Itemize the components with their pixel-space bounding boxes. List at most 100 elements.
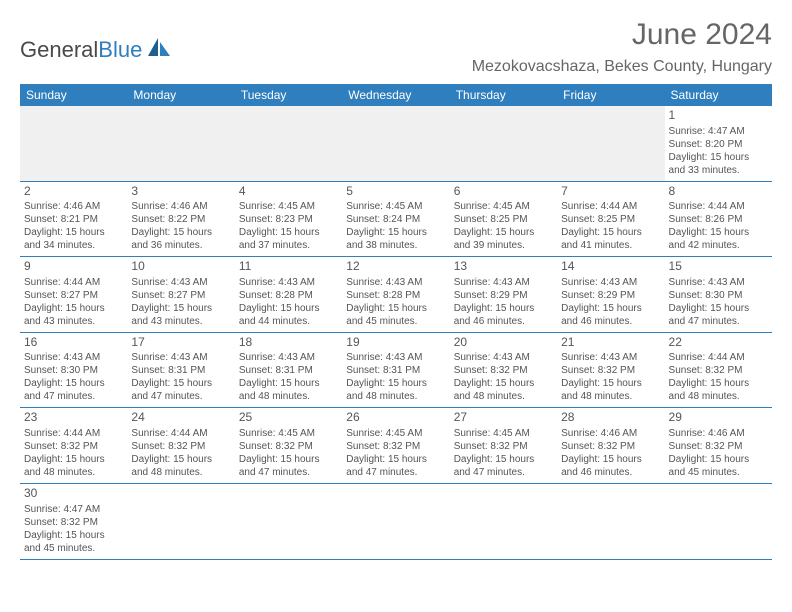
day-info-line: Sunset: 8:23 PM (239, 213, 338, 226)
day-cell: 14Sunrise: 4:43 AMSunset: 8:29 PMDayligh… (557, 257, 664, 332)
day-info-line: Sunset: 8:32 PM (24, 516, 123, 529)
day-cell: 6Sunrise: 4:45 AMSunset: 8:25 PMDaylight… (450, 182, 557, 257)
day-info-line: Sunrise: 4:46 AM (561, 427, 660, 440)
day-number: 8 (669, 184, 768, 200)
day-info-line: Sunset: 8:28 PM (346, 289, 445, 302)
day-info-line: Daylight: 15 hours (24, 453, 123, 466)
day-info-line: Sunset: 8:32 PM (669, 364, 768, 377)
day-cell: 1Sunrise: 4:47 AMSunset: 8:20 PMDaylight… (665, 106, 772, 181)
day-cell: 19Sunrise: 4:43 AMSunset: 8:31 PMDayligh… (342, 333, 449, 408)
day-info-line: Sunrise: 4:45 AM (239, 427, 338, 440)
day-cell: 16Sunrise: 4:43 AMSunset: 8:30 PMDayligh… (20, 333, 127, 408)
day-info-line: and 43 minutes. (24, 315, 123, 328)
day-cell (235, 106, 342, 181)
day-info-line: and 36 minutes. (131, 239, 230, 252)
day-info-line: and 41 minutes. (561, 239, 660, 252)
day-number: 5 (346, 184, 445, 200)
day-cell: 27Sunrise: 4:45 AMSunset: 8:32 PMDayligh… (450, 408, 557, 483)
day-info-line: Daylight: 15 hours (669, 302, 768, 315)
day-info-line: and 37 minutes. (239, 239, 338, 252)
day-cell: 22Sunrise: 4:44 AMSunset: 8:32 PMDayligh… (665, 333, 772, 408)
weekday-header: Sunday (20, 84, 127, 106)
day-info-line: Sunset: 8:29 PM (561, 289, 660, 302)
day-number: 30 (24, 486, 123, 502)
day-info-line: Daylight: 15 hours (239, 226, 338, 239)
day-cell: 10Sunrise: 4:43 AMSunset: 8:27 PMDayligh… (127, 257, 234, 332)
day-cell: 4Sunrise: 4:45 AMSunset: 8:23 PMDaylight… (235, 182, 342, 257)
day-info-line: Sunset: 8:32 PM (454, 364, 553, 377)
day-cell: 20Sunrise: 4:43 AMSunset: 8:32 PMDayligh… (450, 333, 557, 408)
day-info-line: Daylight: 15 hours (346, 377, 445, 390)
weeks-container: 1Sunrise: 4:47 AMSunset: 8:20 PMDaylight… (20, 106, 772, 560)
day-number: 12 (346, 259, 445, 275)
title-block: June 2024 Mezokovacshaza, Bekes County, … (472, 18, 772, 76)
day-cell: 8Sunrise: 4:44 AMSunset: 8:26 PMDaylight… (665, 182, 772, 257)
day-info-line: Sunset: 8:32 PM (346, 440, 445, 453)
week-row: 30Sunrise: 4:47 AMSunset: 8:32 PMDayligh… (20, 484, 772, 560)
weekday-header: Wednesday (342, 84, 449, 106)
day-cell: 11Sunrise: 4:43 AMSunset: 8:28 PMDayligh… (235, 257, 342, 332)
day-info-line: Daylight: 15 hours (561, 226, 660, 239)
day-info-line: Daylight: 15 hours (669, 226, 768, 239)
day-info-line: Sunrise: 4:45 AM (346, 200, 445, 213)
day-number: 3 (131, 184, 230, 200)
day-info-line: Sunset: 8:29 PM (454, 289, 553, 302)
day-info-line: Daylight: 15 hours (346, 302, 445, 315)
day-number: 29 (669, 410, 768, 426)
day-info-line: Sunset: 8:25 PM (454, 213, 553, 226)
day-info-line: Daylight: 15 hours (239, 302, 338, 315)
day-info-line: Sunrise: 4:43 AM (131, 276, 230, 289)
day-cell: 17Sunrise: 4:43 AMSunset: 8:31 PMDayligh… (127, 333, 234, 408)
day-info-line: Sunset: 8:30 PM (669, 289, 768, 302)
day-info-line: Daylight: 15 hours (24, 529, 123, 542)
day-info-line: and 43 minutes. (131, 315, 230, 328)
day-info-line: Sunrise: 4:47 AM (669, 125, 768, 138)
day-info-line: Sunset: 8:22 PM (131, 213, 230, 226)
day-info-line: and 48 minutes. (561, 390, 660, 403)
day-info-line: and 48 minutes. (24, 466, 123, 479)
day-cell: 25Sunrise: 4:45 AMSunset: 8:32 PMDayligh… (235, 408, 342, 483)
day-info-line: Sunrise: 4:43 AM (454, 351, 553, 364)
day-info-line: Sunrise: 4:45 AM (454, 427, 553, 440)
day-cell: 12Sunrise: 4:43 AMSunset: 8:28 PMDayligh… (342, 257, 449, 332)
weekday-header: Thursday (450, 84, 557, 106)
day-info-line: Sunset: 8:32 PM (239, 440, 338, 453)
day-info-line: Daylight: 15 hours (454, 453, 553, 466)
day-number: 10 (131, 259, 230, 275)
day-info-line: and 48 minutes. (669, 390, 768, 403)
day-info-line: Daylight: 15 hours (669, 453, 768, 466)
day-info-line: Daylight: 15 hours (239, 453, 338, 466)
day-info-line: Sunset: 8:25 PM (561, 213, 660, 226)
day-info-line: Sunrise: 4:43 AM (239, 276, 338, 289)
day-info-line: Sunrise: 4:44 AM (24, 276, 123, 289)
day-info-line: and 45 minutes. (346, 315, 445, 328)
day-number: 4 (239, 184, 338, 200)
day-cell: 13Sunrise: 4:43 AMSunset: 8:29 PMDayligh… (450, 257, 557, 332)
day-number: 2 (24, 184, 123, 200)
day-number: 6 (454, 184, 553, 200)
day-number: 21 (561, 335, 660, 351)
day-info-line: Sunrise: 4:43 AM (561, 276, 660, 289)
header: GeneralBlue June 2024 Mezokovacshaza, Be… (20, 18, 772, 76)
day-info-line: and 33 minutes. (669, 164, 768, 177)
day-cell: 2Sunrise: 4:46 AMSunset: 8:21 PMDaylight… (20, 182, 127, 257)
day-info-line: and 47 minutes. (669, 315, 768, 328)
week-row: 2Sunrise: 4:46 AMSunset: 8:21 PMDaylight… (20, 182, 772, 258)
day-number: 23 (24, 410, 123, 426)
day-info-line: Daylight: 15 hours (131, 453, 230, 466)
day-info-line: Sunrise: 4:44 AM (561, 200, 660, 213)
day-info-line: Sunrise: 4:46 AM (669, 427, 768, 440)
day-info-line: Daylight: 15 hours (669, 151, 768, 164)
weekday-header-row: SundayMondayTuesdayWednesdayThursdayFrid… (20, 84, 772, 106)
day-info-line: Daylight: 15 hours (454, 302, 553, 315)
day-info-line: and 45 minutes. (24, 542, 123, 555)
day-info-line: Sunset: 8:24 PM (346, 213, 445, 226)
day-number: 16 (24, 335, 123, 351)
day-number: 18 (239, 335, 338, 351)
day-info-line: Sunset: 8:28 PM (239, 289, 338, 302)
day-cell (127, 106, 234, 181)
weekday-header: Saturday (665, 84, 772, 106)
day-cell (235, 484, 342, 559)
day-cell: 21Sunrise: 4:43 AMSunset: 8:32 PMDayligh… (557, 333, 664, 408)
day-info-line: Daylight: 15 hours (24, 302, 123, 315)
